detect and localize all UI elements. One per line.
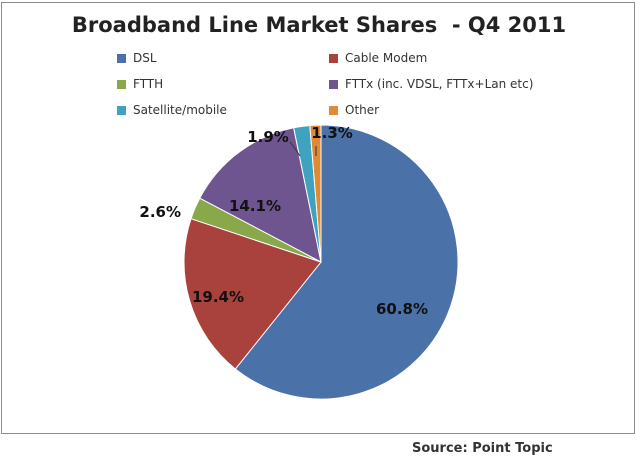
data-label-ftth: 2.6% xyxy=(139,203,181,221)
legend-item-fttx: FTTx (inc. VDSL, FTTx+Lan etc) xyxy=(329,76,533,92)
data-label-fttx-inc-vdsl-fttx-lan-etc: 14.1% xyxy=(229,197,281,215)
chart-title: Broadband Line Market Shares - Q4 2011 xyxy=(71,13,567,37)
legend-item-satellite-mobile: Satellite/mobile xyxy=(117,102,227,118)
data-label-dsl: 60.8% xyxy=(376,300,428,318)
data-label-other: 1.3% xyxy=(311,124,353,142)
legend-swatch-dsl xyxy=(117,53,126,63)
legend-item-dsl: DSL xyxy=(117,50,157,66)
pie-slice-cable-modem xyxy=(183,218,322,370)
data-label-satellite-mobile: 1.9% xyxy=(247,128,289,146)
legend-label-cable-modem: Cable Modem xyxy=(345,51,428,65)
legend-item-ftth: FTTH xyxy=(117,76,163,92)
legend-swatch-cable-modem xyxy=(329,53,338,63)
legend-label-fttx: FTTx (inc. VDSL, FTTx+Lan etc) xyxy=(345,77,534,91)
legend-swatch-satellite-mobile xyxy=(117,105,126,115)
legend-label-dsl: DSL xyxy=(133,51,157,65)
pie-slice-fttx-inc-vdsl-fttx-lan-etc xyxy=(199,127,322,263)
pie-slice-dsl xyxy=(234,124,459,400)
pie-slice-other xyxy=(309,124,322,263)
source-note: Source: Point Topic xyxy=(412,441,553,456)
leader-line xyxy=(289,141,301,157)
legend-label-satellite-mobile: Satellite/mobile xyxy=(133,103,227,117)
legend-swatch-fttx xyxy=(329,79,338,89)
legend-label-ftth: FTTH xyxy=(133,77,164,91)
legend-item-other: Other xyxy=(329,102,379,118)
data-label-cable-modem: 19.4% xyxy=(192,288,244,306)
legend-swatch-other xyxy=(329,105,338,115)
legend-swatch-ftth xyxy=(117,79,126,89)
legend-label-other: Other xyxy=(345,103,380,117)
legend-item-cable-modem: Cable Modem xyxy=(329,50,427,66)
